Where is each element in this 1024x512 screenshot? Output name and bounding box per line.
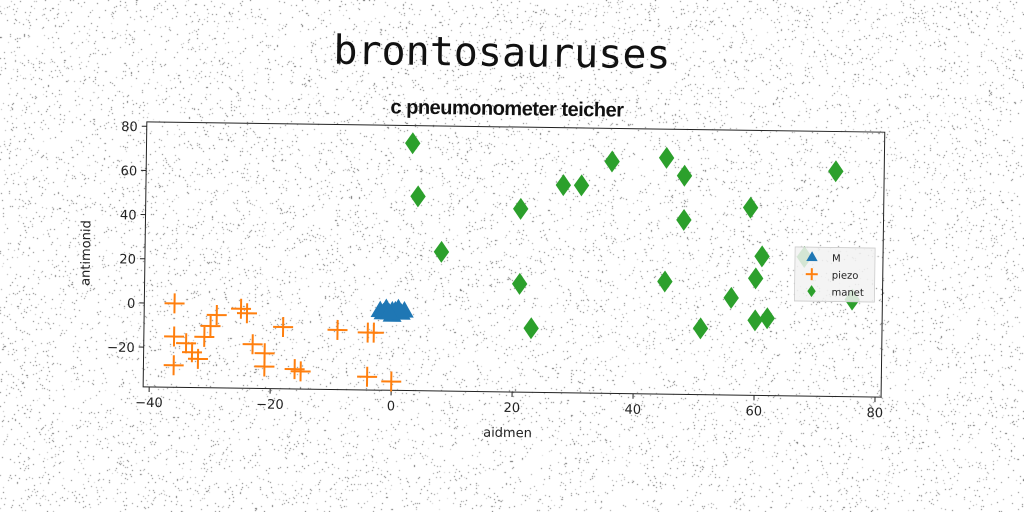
- data-point: [747, 267, 764, 290]
- data-point: [513, 197, 529, 220]
- data-point: [676, 164, 693, 187]
- data-point: [163, 355, 184, 376]
- data-point: [363, 322, 384, 343]
- data-point: [433, 240, 450, 263]
- data-point: [273, 316, 294, 337]
- x-tick-label: 20: [503, 401, 520, 416]
- data-point: [254, 356, 275, 377]
- x-tick-label: 40: [624, 403, 641, 418]
- legend-marker: [805, 268, 818, 281]
- data-point: [206, 304, 227, 326]
- y-tick-label: −20: [107, 341, 135, 356]
- data-point: [164, 326, 185, 347]
- x-tick-label: −40: [135, 396, 163, 411]
- data-point: [290, 361, 311, 382]
- x-axis: −40 −20 0 20 40 60 80: [135, 386, 883, 421]
- data-point: [231, 298, 252, 319]
- data-point: [381, 371, 402, 392]
- data-point: [573, 174, 590, 197]
- y-axis: −20 0 20 40 60 80: [107, 120, 147, 356]
- x-tick-label: −20: [256, 397, 284, 412]
- legend-label: piezo: [832, 270, 859, 281]
- plot-frame: [142, 121, 886, 398]
- data-point: [236, 303, 258, 324]
- x-tick-label: 60: [745, 404, 762, 419]
- data-point: [523, 317, 539, 340]
- data-point: [555, 174, 572, 197]
- data-point: [658, 146, 675, 169]
- data-point: [164, 293, 185, 314]
- y-tick-label: 0: [127, 297, 135, 312]
- data-point: [676, 208, 692, 231]
- data-point: [194, 326, 215, 347]
- legend-label: manet: [831, 287, 864, 298]
- y-tick-label: 60: [120, 164, 137, 179]
- y-tick-label: 80: [121, 120, 138, 135]
- data-point: [754, 245, 770, 268]
- x-axis-label: aidmen: [483, 426, 532, 442]
- data-points: [163, 132, 860, 392]
- data-point: [242, 334, 263, 355]
- data-point: [723, 286, 739, 309]
- y-tick-label: 20: [119, 252, 136, 267]
- data-point: [379, 303, 399, 320]
- data-point: [357, 366, 378, 387]
- data-point: [410, 185, 426, 208]
- data-point: [511, 272, 528, 295]
- y-tick-label: 40: [120, 208, 137, 223]
- data-point: [657, 270, 673, 293]
- data-point: [692, 317, 709, 340]
- data-point: [405, 132, 421, 155]
- data-point: [759, 307, 775, 330]
- legend-marker: [807, 285, 816, 298]
- data-point: [187, 348, 208, 369]
- legend-label: M: [832, 253, 841, 264]
- y-axis-label: antimonid: [79, 220, 95, 286]
- data-point: [742, 196, 759, 219]
- data-point: [327, 319, 348, 340]
- data-point: [200, 315, 221, 336]
- x-tick-label: 80: [866, 406, 883, 421]
- data-point: [828, 160, 844, 183]
- legend-marker: [806, 251, 818, 262]
- data-point: [747, 309, 763, 332]
- data-point: [604, 150, 620, 173]
- x-tick-label: 0: [387, 399, 395, 414]
